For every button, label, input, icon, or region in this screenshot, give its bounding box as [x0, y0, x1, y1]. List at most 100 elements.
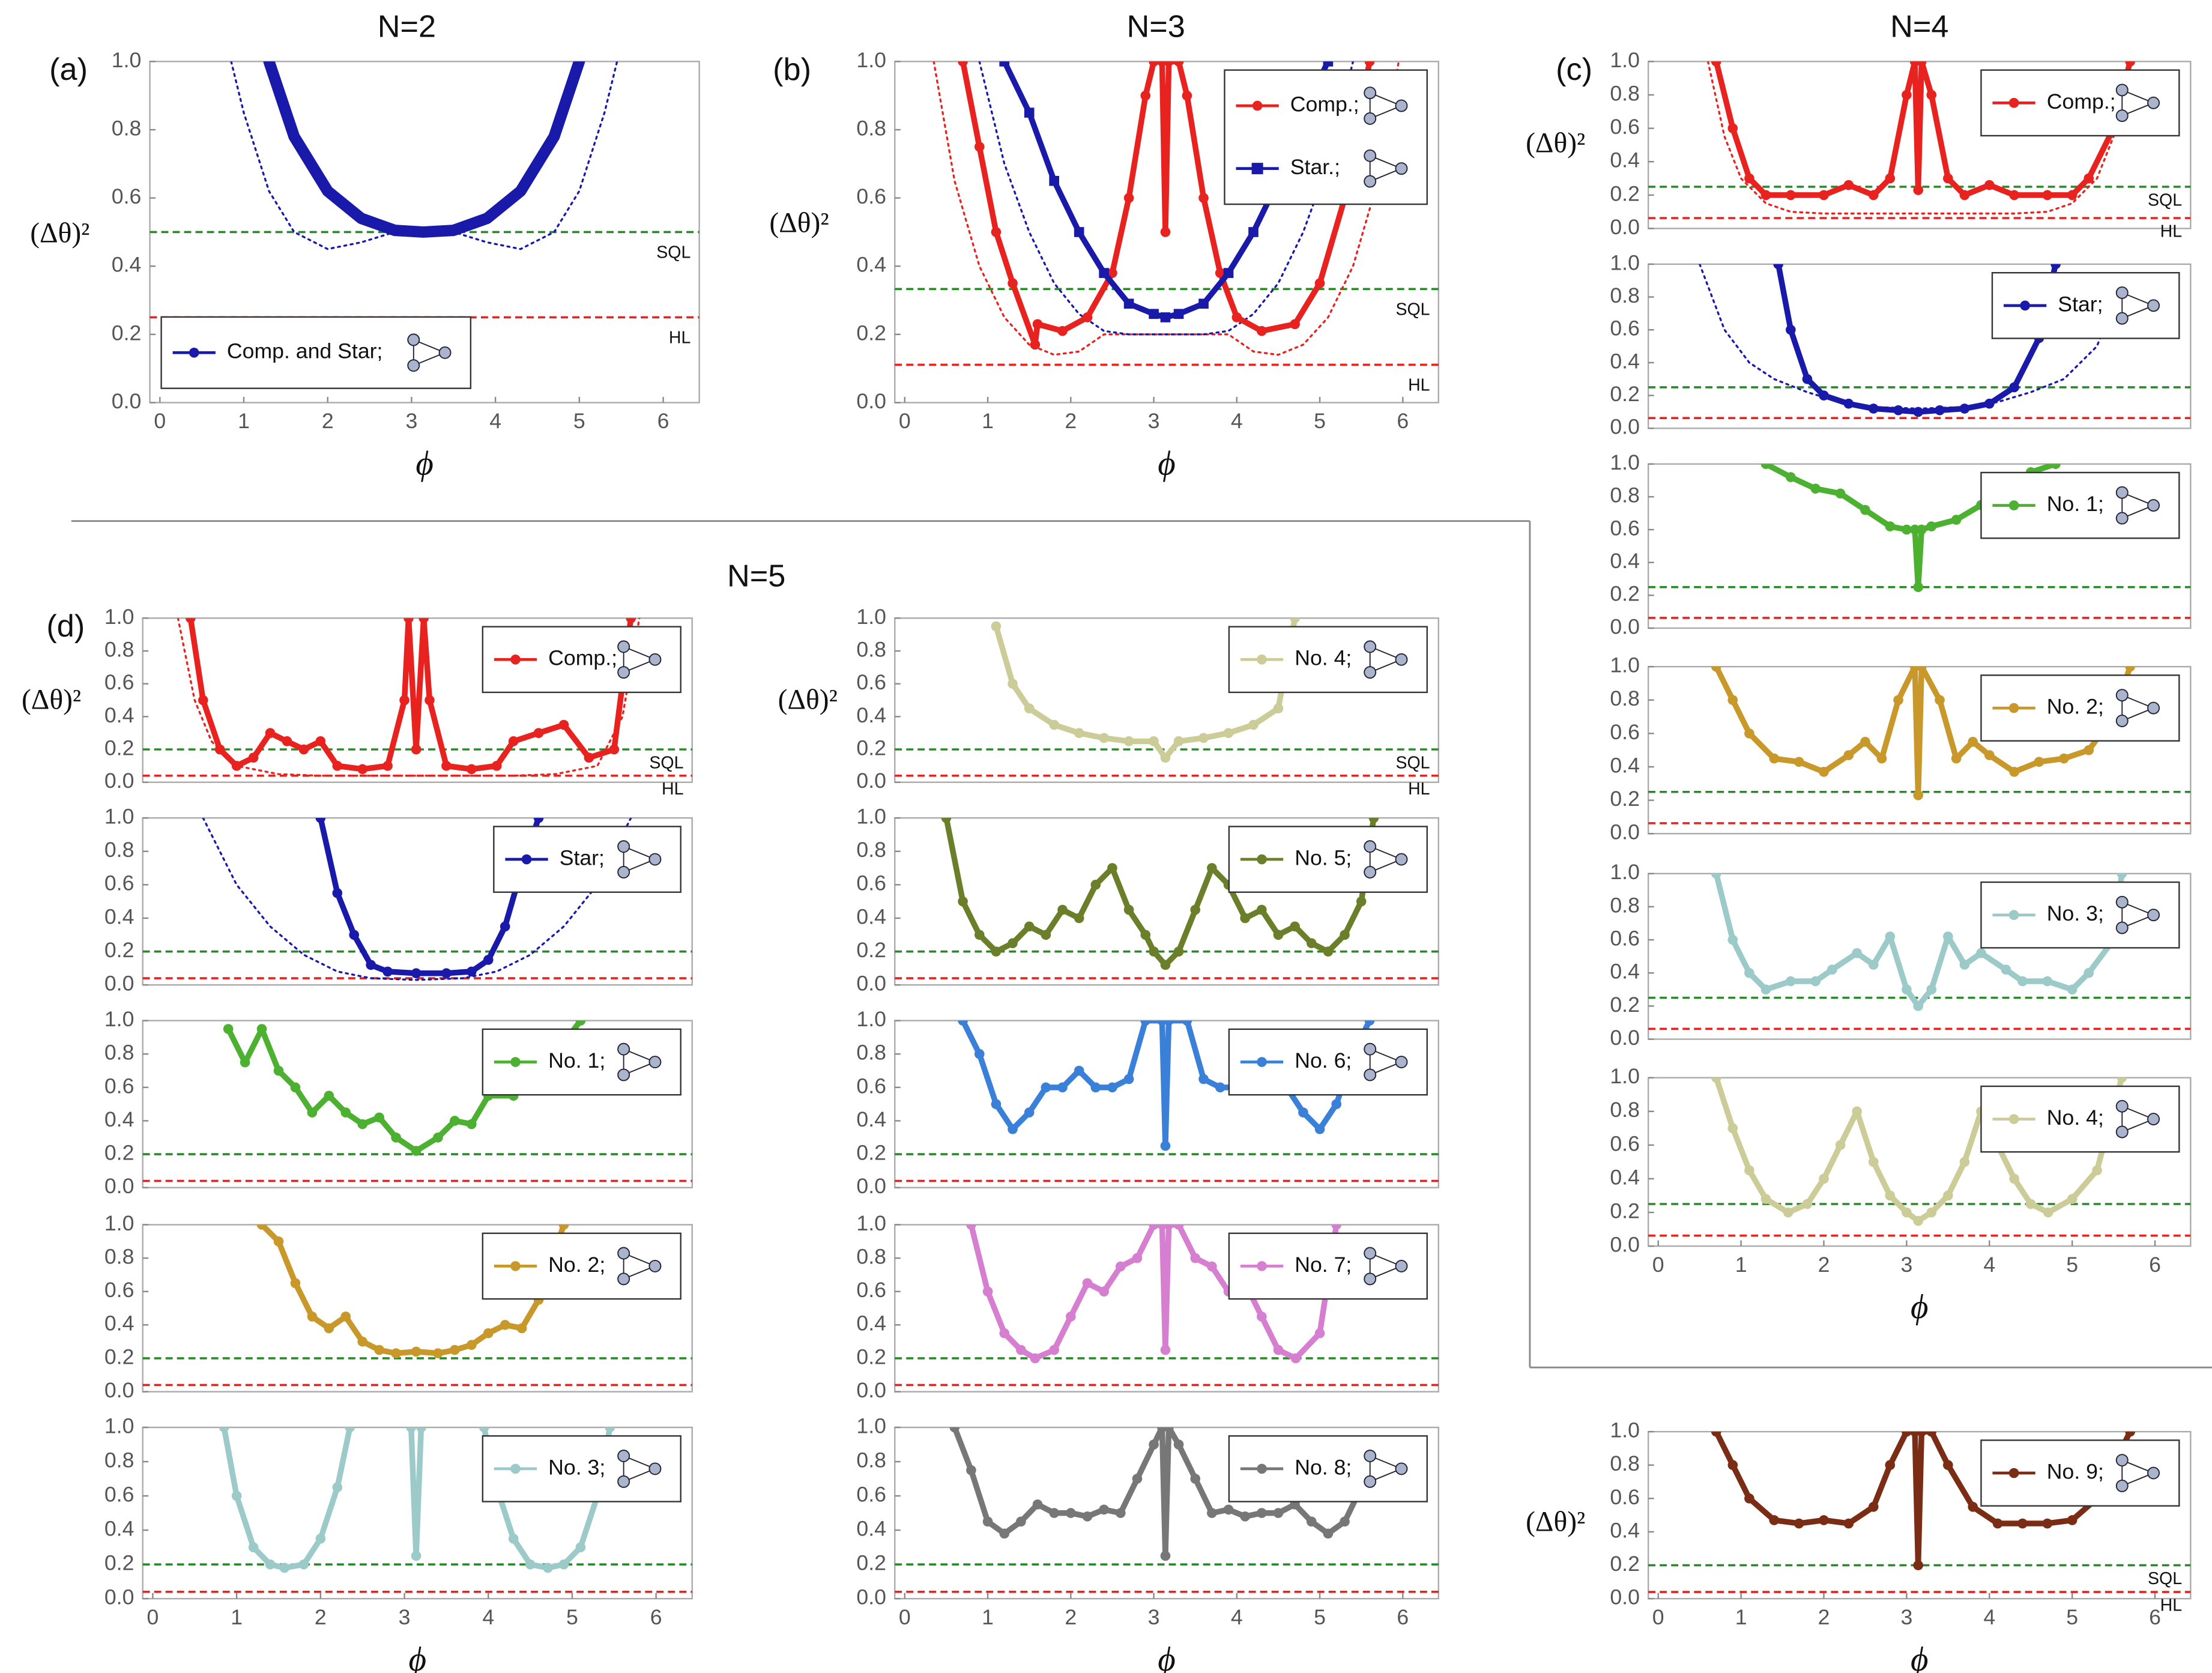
graph-icon-node: [1364, 840, 1377, 853]
data-point: [357, 764, 368, 775]
graph-icon-node: [617, 666, 630, 679]
data-point: [1024, 703, 1035, 714]
data-point: [1198, 733, 1209, 743]
graph-icon-node: [1395, 99, 1408, 112]
data-point: [1926, 1207, 1937, 1218]
legend-marker: [510, 1463, 521, 1474]
data-point: [558, 719, 569, 730]
legend-label: No. 4;: [2047, 1106, 2104, 1130]
y-tick-label: 0.0: [1610, 614, 1640, 638]
data-point: [374, 1112, 384, 1123]
data-point: [391, 1132, 401, 1143]
x-tick-label: 6: [1397, 409, 1409, 433]
data-point: [273, 1236, 284, 1247]
data-point: [315, 736, 326, 746]
reference-curve: [932, 61, 1400, 356]
data-point: [991, 227, 1002, 237]
data-point: [966, 1224, 976, 1230]
data-point: [1935, 695, 1945, 706]
graph-icon-node: [648, 853, 662, 866]
legend-label: No. 8;: [1295, 1455, 1352, 1479]
y-tick-label: 0.4: [856, 1107, 886, 1131]
panel-label: (c): [1556, 52, 1592, 87]
data-point: [2042, 1518, 2053, 1529]
data-point: [1802, 1199, 1813, 1209]
data-point: [991, 1099, 1002, 1109]
plot-area: [1699, 264, 2123, 417]
graph-icon-node: [1364, 1247, 1377, 1260]
graph-icon-node: [648, 1462, 662, 1475]
y-tick-label: 0.2: [1610, 787, 1640, 811]
data-point: [1008, 938, 1018, 948]
data-point: [1902, 1432, 1912, 1437]
y-tick-label: 0.0: [856, 1174, 886, 1198]
y-tick-label: 0.8: [104, 1448, 134, 1472]
panel: 0.0 0.2 0.4 0.6 0.8 1.0 0 1 2 3 4 5 6 No. 3;: [104, 1414, 693, 1629]
y-tick-label: 0.2: [1610, 1199, 1640, 1223]
data-line: [943, 818, 1377, 968]
data-point: [416, 1427, 426, 1433]
y-tick-label: 0.0: [1610, 415, 1640, 439]
y-tick-label: 0.0: [856, 1378, 886, 1402]
data-point: [543, 1563, 553, 1573]
y-tick-label: 0.4: [1610, 349, 1640, 373]
y-tick-label: 0.4: [1610, 1165, 1640, 1189]
y-tick-label: 0.8: [856, 1041, 886, 1065]
data-point: [1273, 930, 1284, 940]
panel: 0.0 0.2 0.4 0.6 0.8 1.0 0 1 2 3 4 5 6 SQL HL No. 9;: [1610, 1418, 2192, 1629]
data-point: [1835, 488, 1846, 499]
data-point: [1099, 1286, 1109, 1297]
data-point: [1173, 1439, 1184, 1450]
legend-marker: [2008, 98, 2019, 108]
graph-icon-node: [2115, 512, 2129, 525]
data-point: [1810, 483, 1821, 494]
data-point: [982, 1286, 993, 1297]
plot-frame: [1647, 665, 2192, 835]
x-tick-label: 5: [573, 409, 585, 433]
data-point: [1885, 931, 1896, 942]
y-tick-label: 0.8: [856, 637, 886, 661]
data-point: [411, 1346, 422, 1357]
data-point: [1773, 264, 1783, 270]
data-point: [575, 1020, 586, 1026]
data-point: [1916, 667, 1927, 672]
data-point: [1090, 1082, 1101, 1093]
data-point: [298, 744, 309, 755]
legend-label: No. 1;: [2047, 492, 2104, 516]
graph-icon-node: [2115, 715, 2129, 727]
graph-icon-node: [2147, 499, 2160, 512]
x-tick-label: 4: [1983, 1253, 1995, 1277]
data-point: [345, 1427, 355, 1433]
data-point: [1913, 185, 1924, 195]
data-point: [2001, 964, 2011, 975]
plot-frame: [142, 1224, 693, 1393]
data-point: [1885, 521, 1896, 531]
data-point: [1160, 1550, 1171, 1561]
data-point: [290, 1278, 301, 1289]
x-tick-label: 2: [1065, 409, 1077, 433]
data-point: [1024, 1107, 1035, 1118]
graph-icon-node: [617, 1068, 630, 1082]
y-tick-label: 0.4: [104, 703, 134, 727]
legend: No. 8;: [1228, 1435, 1428, 1502]
data-point: [2125, 1432, 2136, 1437]
data-point: [2084, 745, 2094, 755]
data-point: [982, 1516, 993, 1527]
data-point: [999, 1528, 1010, 1539]
y-tick-label: 0.8: [1610, 893, 1640, 917]
legend-label: No. 9;: [2047, 1459, 2104, 1483]
y-tick-label: 0.6: [856, 184, 886, 208]
legend-label: No. 2;: [2047, 695, 2104, 719]
data-point: [1032, 1499, 1043, 1510]
data-point: [391, 1348, 401, 1358]
data-point: [1032, 319, 1043, 330]
graph-icon-node: [1395, 162, 1408, 175]
y-tick-label: 1.0: [1610, 1418, 1640, 1442]
y-tick-label: 0.0: [1610, 1233, 1640, 1257]
legend-marker: [510, 1261, 521, 1271]
graph-icon-node: [1364, 1272, 1377, 1286]
y-tick-label: 0.6: [856, 670, 886, 694]
data-point: [1256, 325, 1267, 336]
graph-icon-node: [1364, 86, 1377, 100]
graph-icon-node: [2115, 1479, 2129, 1492]
